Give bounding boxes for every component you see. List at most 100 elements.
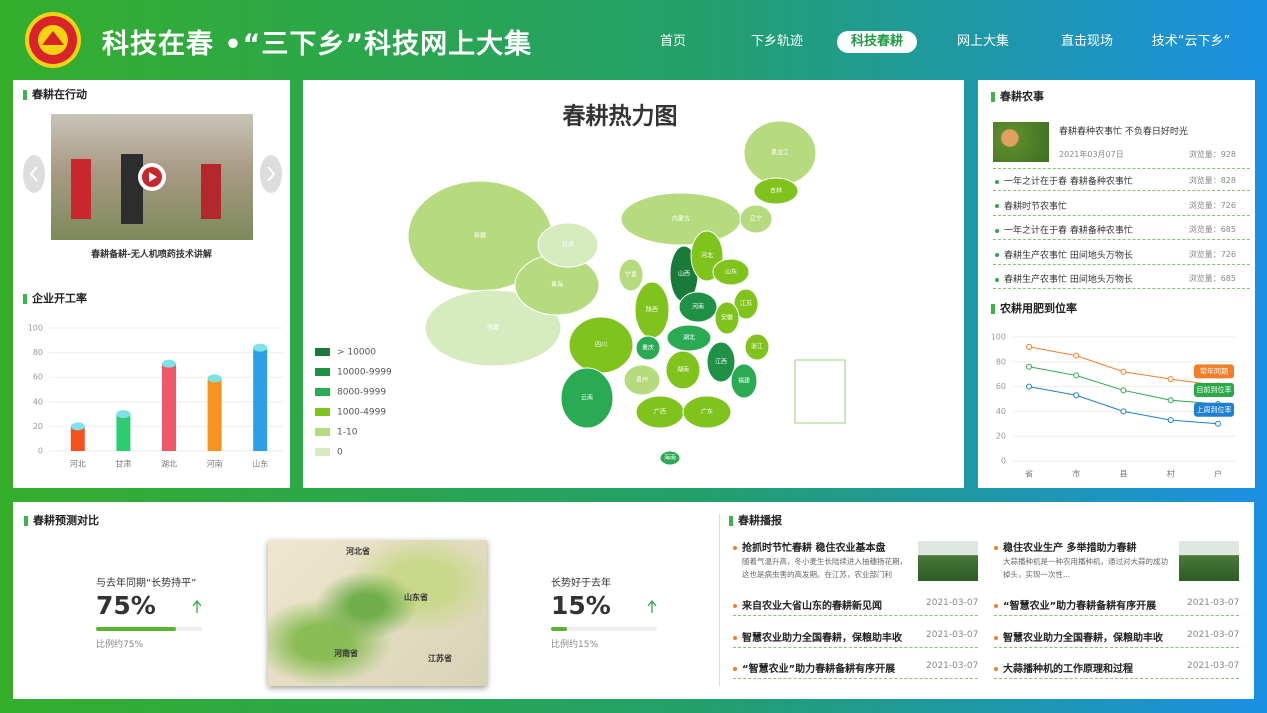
province[interactable] <box>678 291 718 323</box>
video-thumbnail[interactable] <box>51 114 253 240</box>
news-date: 2021-03-07 <box>1187 598 1240 608</box>
legend-label: 0 <box>337 448 343 458</box>
news-views: 浏览量：685 <box>1188 274 1236 283</box>
province[interactable] <box>753 177 799 205</box>
y-tick-label: 100 <box>28 324 43 333</box>
news-title[interactable]: 春耕生产农事忙 田间地头万物长 <box>995 272 1133 285</box>
bar <box>70 426 85 451</box>
bar <box>253 347 268 451</box>
x-tick-label: 村 <box>1167 469 1175 479</box>
province[interactable] <box>714 301 740 335</box>
province[interactable] <box>706 341 736 383</box>
news-image <box>993 122 1049 162</box>
news-views: 浏览量：685 <box>1188 225 1236 234</box>
province-label: 吉林 <box>770 187 782 195</box>
bar <box>162 363 176 451</box>
nav-item[interactable]: 下乡轨迹 <box>750 34 804 49</box>
y-tick-label: 40 <box>996 407 1006 416</box>
x-tick-label: 河北 <box>70 459 86 469</box>
x-tick-label: 山东 <box>252 459 268 469</box>
province[interactable] <box>635 335 661 361</box>
legend-label: 目前到位率 <box>1197 385 1232 394</box>
province[interactable] <box>560 367 614 429</box>
panel-title: 春耕农事 <box>991 90 1044 104</box>
nav-item[interactable]: 网上大集 <box>956 34 1010 49</box>
divider <box>994 678 1239 679</box>
news-date: 2021-03-07 <box>926 598 979 608</box>
forecast-value: 15% <box>551 591 611 620</box>
forecast-note: 比例约75% <box>96 640 144 650</box>
forecast-value: 75% <box>96 591 156 620</box>
line-point <box>1073 392 1080 399</box>
news-title[interactable]: “智慧农业”助力春耕备耕有序开展 <box>994 597 1156 612</box>
nav-item[interactable]: 科技春耕 <box>836 31 918 53</box>
nav-item[interactable]: 直击现场 <box>1060 34 1114 49</box>
y-tick-label: 40 <box>33 397 43 406</box>
logo <box>25 12 81 68</box>
x-tick-label: 甘肃 <box>115 459 131 469</box>
province[interactable] <box>665 350 701 390</box>
news-title[interactable]: 春耕生产农事忙 田间地头万物长 <box>995 248 1133 261</box>
nav-item[interactable]: 技术“云下乡” <box>1151 34 1231 49</box>
province[interactable] <box>659 450 681 466</box>
nav-item[interactable]: 首页 <box>659 34 687 49</box>
map-label: 江苏省 <box>428 653 452 663</box>
news-date: 2021-03-07 <box>926 629 979 640</box>
forecast-map: 河北省 山东省 河南省 江苏省 <box>268 540 487 686</box>
news-date: 2021年03月07日 <box>1059 150 1124 159</box>
bar-cap <box>116 410 131 419</box>
province[interactable] <box>682 395 732 429</box>
forecast-label: 与去年同期“长势持平” <box>96 578 197 589</box>
province-label: 河北 <box>701 252 713 260</box>
news-title[interactable]: 来自农业大省山东的春耕新见闻 <box>733 597 882 612</box>
line-series <box>1028 346 1219 386</box>
prev-arrow[interactable] <box>23 155 45 193</box>
province-label: 四川 <box>595 342 607 349</box>
news-title[interactable]: 一年之计在于春 春耕备种农事忙 <box>995 223 1133 236</box>
line-point <box>1167 397 1174 404</box>
province[interactable] <box>712 258 750 286</box>
news-title[interactable]: 智慧农业助力全国春耕，保粮助丰收 <box>733 629 902 644</box>
legend-badge <box>1194 382 1234 397</box>
province[interactable] <box>733 288 759 320</box>
news-title[interactable]: 春耕时节农事忙 <box>995 199 1067 212</box>
trend-arrow <box>192 600 202 613</box>
province-label: 辽宁 <box>750 215 762 223</box>
province[interactable] <box>730 363 758 399</box>
progress-track <box>551 627 657 631</box>
divider <box>719 514 720 686</box>
legend-badge <box>1194 402 1234 417</box>
divider <box>994 646 1239 648</box>
province[interactable] <box>424 289 562 367</box>
province[interactable] <box>623 364 661 396</box>
divider <box>993 288 1250 289</box>
province-label: 青海 <box>551 281 563 289</box>
province[interactable] <box>537 222 599 268</box>
news-title[interactable]: 大蒜播种机的工作原理和过程 <box>994 660 1133 675</box>
province[interactable] <box>744 333 770 361</box>
province-label: 湖北 <box>683 334 695 342</box>
province[interactable] <box>739 204 773 234</box>
province[interactable] <box>618 258 644 292</box>
province-label: 广西 <box>654 408 666 416</box>
province-label: 宁夏 <box>625 271 637 279</box>
x-tick-label: 省 <box>1025 469 1033 479</box>
province-label: 山西 <box>678 270 690 278</box>
news-title[interactable]: 抢抓时节忙春耕 稳住农业基本盘 <box>733 539 885 554</box>
next-arrow[interactable] <box>260 155 282 193</box>
province[interactable] <box>666 324 712 352</box>
news-title[interactable]: 一年之计在于春 春耕备种农事忙 <box>995 174 1133 187</box>
site-title: 科技在春 •“三下乡”科技网上大集 <box>102 29 533 60</box>
news-image <box>918 541 978 581</box>
news-title[interactable]: 智慧农业助力全国春耕，保粮助丰收 <box>994 629 1163 644</box>
y-tick-label: 20 <box>33 422 43 431</box>
news-views: 浏览量：828 <box>1188 176 1236 185</box>
legend-swatch <box>315 428 330 436</box>
news-title[interactable]: 春耕春种农事忙 不负春日好时光 <box>1059 127 1188 137</box>
news-date: 2021-03-07 <box>926 661 979 671</box>
news-title[interactable]: 稳住农业生产 多举措助力春耕 <box>994 539 1136 554</box>
news-title[interactable]: “智慧农业”助力春耕备耕有序开展 <box>733 660 895 675</box>
news-summary: 随着气温升高，冬小麦生长陆续进入抽穗扬花期，这也是病虫害的高发期。在江苏，农业部… <box>742 557 907 579</box>
bottom-panel: 春耕预测对比 河北省 山东省 河南省 江苏省 春耕播报 与去年同期“长势持平” 75% 比… <box>13 502 1254 699</box>
